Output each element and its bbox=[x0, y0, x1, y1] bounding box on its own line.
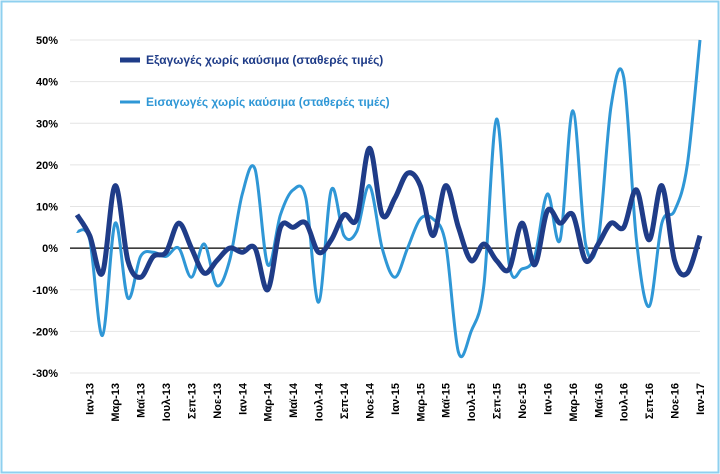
y-tick-label: 0% bbox=[42, 243, 58, 255]
x-tick-label: Νοε-15 bbox=[517, 383, 529, 419]
x-tick-label: Μαρ-13 bbox=[110, 383, 122, 422]
x-tick-label: Σεπ-13 bbox=[186, 383, 198, 419]
x-tick-label: Ιαν-13 bbox=[85, 383, 97, 415]
series-line bbox=[74, 145, 703, 293]
x-tick-label: Μαρ-15 bbox=[415, 383, 427, 422]
x-tick-label: Ιαν-15 bbox=[390, 383, 402, 415]
x-tick-label: Ιαν-16 bbox=[542, 383, 554, 415]
x-tick-label: Μαϊ-13 bbox=[136, 383, 148, 418]
y-tick-label: 10% bbox=[36, 202, 58, 214]
x-tick-label: Σεπ-14 bbox=[339, 382, 351, 419]
y-tick-label: 20% bbox=[36, 160, 58, 172]
x-tick-label: Νοε-13 bbox=[212, 383, 224, 419]
x-tick-label: Ιουλ-14 bbox=[314, 382, 326, 421]
x-tick-label: Σεπ-15 bbox=[492, 383, 504, 419]
x-tick-label: Μαϊ-15 bbox=[441, 383, 453, 418]
y-tick-label: -20% bbox=[32, 326, 58, 338]
series-line bbox=[76, 39, 702, 359]
y-tick-label: 40% bbox=[36, 77, 58, 89]
y-tick-label: -10% bbox=[32, 285, 58, 297]
legend-label: Εξαγωγές χωρίς καύσιμα (σταθερές τιμές) bbox=[146, 53, 383, 67]
x-tick-label: Μαϊ-16 bbox=[593, 383, 605, 418]
x-tick-label: Μαρ-14 bbox=[263, 382, 275, 422]
x-tick-label: Ιουλ-13 bbox=[161, 383, 173, 421]
x-tick-label: Μαρ-16 bbox=[568, 383, 580, 422]
x-tick-label: Σεπ-16 bbox=[644, 383, 656, 419]
x-tick-label: Μαϊ-14 bbox=[288, 382, 300, 418]
x-tick-label: Νοε-16 bbox=[670, 383, 682, 419]
legend-label: Εισαγωγές χωρίς καύσιμα (σταθερές τιμές) bbox=[146, 95, 390, 109]
y-tick-label: 30% bbox=[36, 118, 58, 130]
y-tick-label: 50% bbox=[36, 35, 58, 47]
x-tick-label: Ιουλ-16 bbox=[619, 383, 631, 421]
x-tick-label: Ιαν-14 bbox=[237, 382, 249, 415]
x-tick-label: Νοε-14 bbox=[364, 382, 376, 419]
x-tick-label: Ιαν-17 bbox=[695, 383, 707, 415]
x-tick-label: Ιουλ-15 bbox=[466, 383, 478, 421]
y-tick-label: -30% bbox=[32, 368, 58, 380]
